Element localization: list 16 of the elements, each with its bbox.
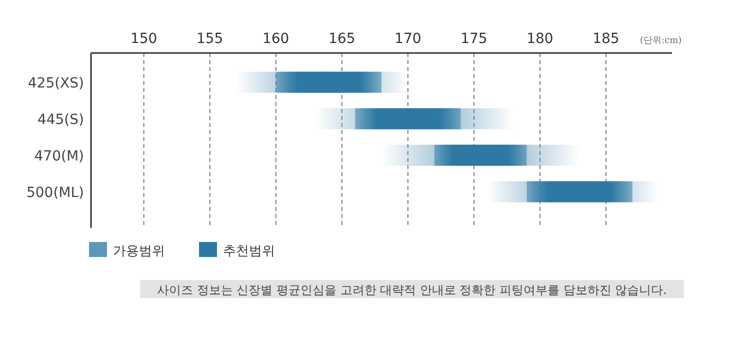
x-tick-label: 180 — [526, 31, 554, 47]
x-tick-label: 160 — [262, 31, 290, 47]
x-tick-label: 185 — [592, 31, 620, 47]
y-tick-label: 500(ML) — [26, 184, 84, 201]
text: (단위:cm) — [640, 36, 682, 46]
x-tick-label: 165 — [328, 31, 356, 47]
legend-label: 가용범위 — [113, 244, 165, 259]
text: 사이즈 정보는 신장별 평균인심을 고려한 대략적 안내로 정확한 피팅여부를 담보하진 않습니다. — [157, 283, 667, 297]
legend-label: 추천범위 — [223, 244, 275, 259]
y-tick-label: 425(XS) — [28, 75, 84, 92]
x-tick-label: 155 — [196, 31, 224, 47]
x-tick-label: 150 — [130, 31, 158, 47]
y-tick-label: 470(M) — [34, 148, 84, 164]
x-tick-label: 170 — [394, 31, 422, 47]
y-tick-label: 445(S) — [37, 112, 84, 128]
x-tick-label: 175 — [460, 31, 488, 47]
